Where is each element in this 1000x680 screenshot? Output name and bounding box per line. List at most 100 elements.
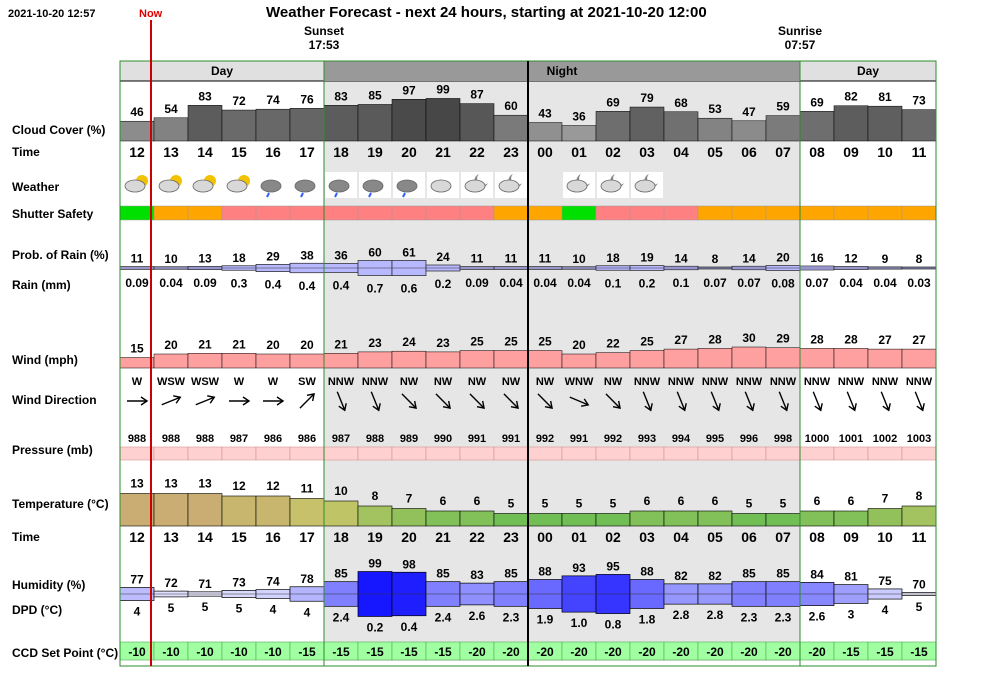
rain-mm-value: 0.07: [737, 276, 761, 290]
rain-mm-value: 0.2: [639, 276, 656, 290]
rain-mm-value: 0.1: [673, 276, 690, 290]
shutter-cell: [153, 205, 189, 221]
ccd-value: -20: [774, 645, 792, 659]
hour-label: 03: [639, 144, 655, 160]
cloud-bar: [289, 108, 325, 142]
wind-arrow: [812, 391, 823, 412]
rain-prob-value: 36: [334, 249, 348, 263]
wind-arrow-shaft: [161, 396, 181, 406]
ccd-value: -10: [264, 645, 282, 659]
wind-bar: [493, 350, 529, 369]
temperature-bar: [595, 513, 631, 527]
dpd-value: 2.6: [469, 609, 486, 623]
wind-arrow-shaft: [605, 393, 621, 409]
dpd-value: 4: [270, 602, 277, 616]
dpd-value: 2.6: [809, 610, 826, 624]
hour-label: 06: [741, 529, 757, 545]
wind-arrow-head: [746, 403, 755, 412]
rain-mm-value: 0.07: [805, 276, 829, 290]
temperature-value: 5: [610, 497, 617, 511]
cloud-value: 36: [572, 110, 586, 124]
pressure-value: 1002: [873, 433, 897, 445]
dpd-value: 2.4: [435, 610, 452, 624]
rain-mm-value: 0.04: [533, 276, 557, 290]
dpd-value: 5: [202, 600, 209, 614]
cloud-bar: [799, 111, 835, 142]
wind-value: 20: [164, 338, 178, 352]
temperature-bar: [493, 513, 529, 527]
cloud-bar: [357, 104, 393, 142]
wind-arrow: [537, 393, 553, 409]
rain-mm-value: 0.1: [605, 276, 622, 290]
wind-arrow-shaft: [846, 391, 856, 411]
humidity-value: 93: [572, 561, 586, 575]
humidity-value: 72: [164, 576, 178, 590]
ccd-value: -15: [332, 645, 350, 659]
hour-label: 01: [571, 144, 587, 160]
wind-arrow-shaft: [710, 391, 720, 411]
pressure-value: 991: [468, 433, 486, 445]
temperature-bar: [153, 493, 189, 527]
hour-label: 21: [435, 529, 451, 545]
pressure-cell: [867, 446, 903, 461]
dpd-value: 2.8: [673, 608, 690, 622]
hour-label: 08: [809, 144, 825, 160]
pressure-cell: [255, 446, 291, 461]
temperature-value: 5: [542, 497, 549, 511]
raindrop-icon: [334, 192, 338, 198]
wind-arrow-shaft: [336, 391, 346, 411]
cloud-value: 99: [436, 82, 450, 96]
cloud-value: 59: [776, 100, 790, 114]
pressure-cell: [119, 446, 155, 461]
wind-arrow-head: [408, 400, 417, 409]
ccd-value: -20: [468, 645, 486, 659]
temperature-value: 13: [164, 477, 178, 491]
temperature-bar: [323, 500, 359, 527]
dpd-value: 1.0: [571, 616, 588, 630]
dpd-value: 2.3: [503, 610, 520, 624]
wind-bar: [289, 353, 325, 369]
temperature-value: 13: [130, 477, 144, 491]
hour-label: 23: [503, 529, 519, 545]
wind-dir-label: WSW: [191, 376, 220, 388]
temperature-value: 12: [232, 479, 246, 493]
shutter-cell: [119, 205, 155, 221]
hour-label: 09: [843, 144, 859, 160]
wind-dir-label: NW: [468, 376, 487, 388]
shutter-cell: [697, 205, 733, 221]
ccd-value: -20: [638, 645, 656, 659]
dpd-value: 2.8: [707, 608, 724, 622]
temperature-bar: [833, 510, 869, 527]
temperature-value: 7: [406, 492, 413, 506]
hour-label: 19: [367, 529, 383, 545]
ccd-value: -20: [672, 645, 690, 659]
wind-value: 21: [232, 337, 246, 351]
wind-value: 27: [674, 333, 688, 347]
pressure-value: 988: [128, 433, 146, 445]
wind-arrow: [605, 393, 621, 409]
rain-prob-value: 12: [844, 252, 858, 266]
cloud-bar: [119, 120, 155, 142]
cloud-icon: [192, 179, 214, 193]
rain-mm-value: 0.7: [367, 282, 384, 296]
temperature-bar: [255, 495, 291, 527]
pressure-cell: [527, 446, 563, 461]
wind-arrow: [336, 391, 347, 412]
shutter-cell: [731, 205, 767, 221]
rain-mm-value: 0.07: [703, 276, 727, 290]
cloud-value: 85: [368, 88, 382, 102]
cloud-icon: [634, 179, 656, 193]
rain-prob-value: 20: [776, 251, 790, 265]
dpd-value: 5: [916, 600, 923, 614]
temperature-bar: [425, 510, 461, 527]
pressure-cell: [731, 446, 767, 461]
wind-value: 28: [810, 332, 824, 346]
rain-mm-value: 0.4: [333, 279, 350, 293]
dpd-value: 0.8: [605, 618, 622, 632]
shutter-cell: [901, 205, 937, 221]
wind-dir-label: SW: [298, 376, 316, 388]
temperature-bar: [391, 508, 427, 527]
period-night: Night: [547, 64, 578, 78]
rain-mm-value: 0.4: [299, 279, 316, 293]
hour-label: 17: [299, 529, 315, 545]
